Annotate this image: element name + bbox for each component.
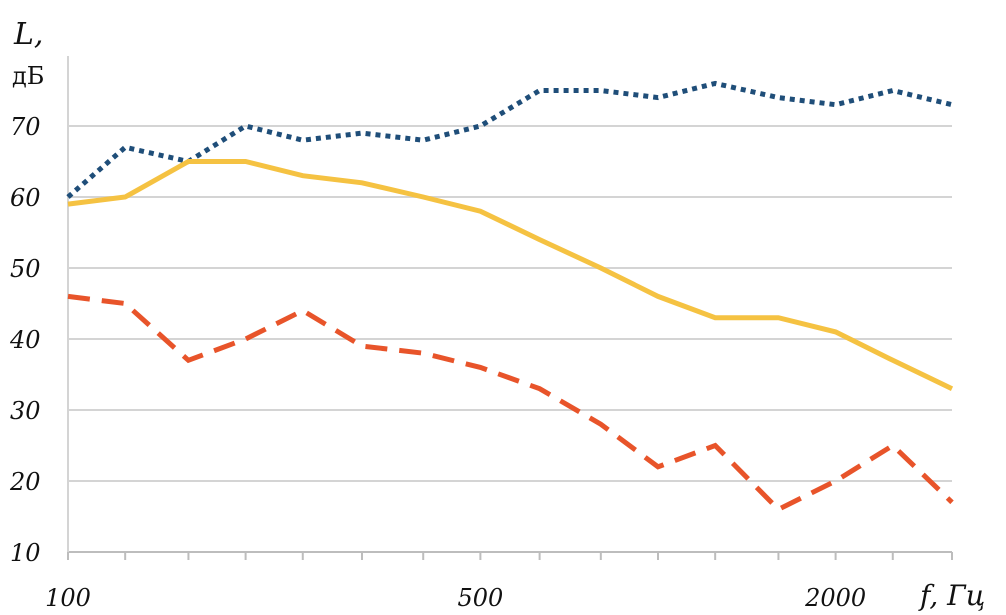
y-tick-label: 10: [10, 539, 41, 567]
y-tick-label: 50: [10, 255, 41, 283]
y-tick-label: 70: [10, 113, 41, 141]
y-axis-label: L,: [13, 17, 43, 52]
y-tick-label: 30: [10, 397, 41, 425]
y-tick-label: 40: [9, 326, 41, 354]
grid: [68, 126, 952, 481]
y-tick-labels: 10 20 30 40 50 60 70: [9, 113, 41, 567]
x-axis-label: f, Гц: [918, 579, 985, 612]
x-tick-label: 2000: [804, 584, 866, 612]
y-tick-label: 20: [9, 468, 41, 496]
y-tick-label: 60: [10, 184, 41, 212]
x-tick-labels: 100 500 2000: [45, 584, 866, 612]
y-axis-unit: дБ: [12, 62, 44, 90]
x-tick-label: 500: [457, 584, 503, 612]
series-layer: [68, 83, 952, 509]
axes: [68, 56, 952, 560]
x-tick-label: 100: [45, 584, 91, 612]
series-line-1-dotted: [68, 83, 952, 197]
